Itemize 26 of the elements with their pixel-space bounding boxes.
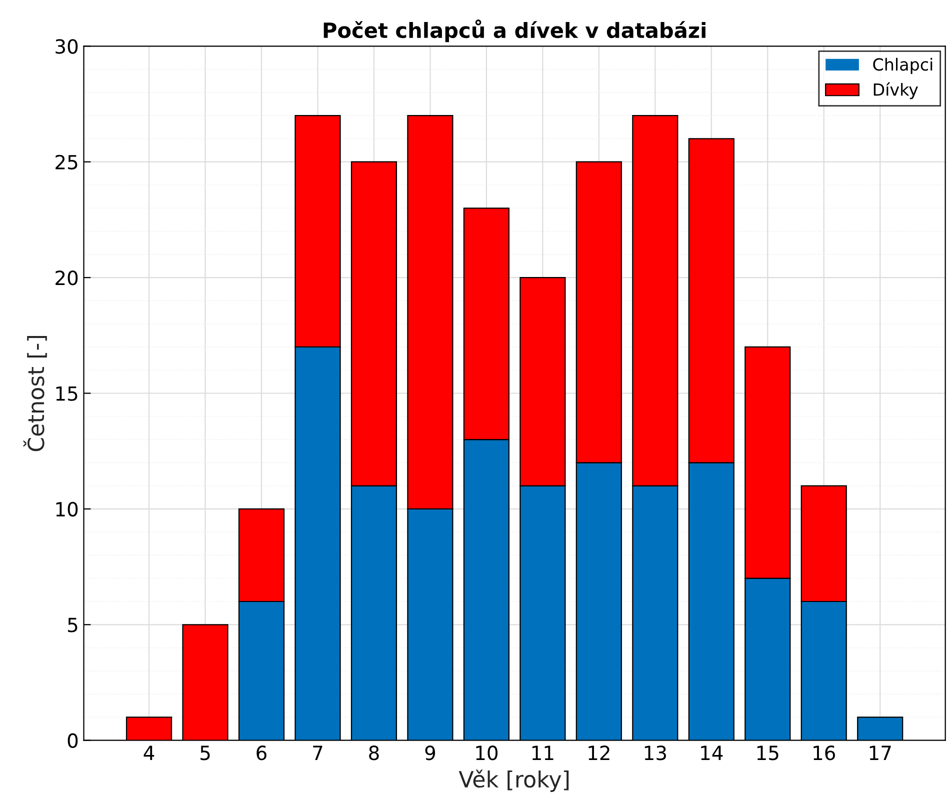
x-tick-label: 9 xyxy=(425,746,436,760)
x-tick-label: 11 xyxy=(532,746,554,760)
x-tick-label: 6 xyxy=(256,746,266,760)
x-tick-label: 17 xyxy=(870,746,891,760)
x-tick-label: 7 xyxy=(313,746,322,760)
x-tick-label: 4 xyxy=(144,746,154,760)
y-axis-title: Četnost [-] xyxy=(23,336,47,452)
y-tick-label: 15 xyxy=(56,386,78,401)
legend-label: Chlapci xyxy=(873,58,932,74)
y-tick-label: 20 xyxy=(56,270,78,286)
y-tick-label: 5 xyxy=(68,618,78,632)
x-tick-label: 15 xyxy=(757,746,778,760)
chart-title: Počet chlapců a dívek v databázi xyxy=(324,20,706,42)
x-axis-title: Věk [roky] xyxy=(458,770,569,792)
y-tick-label: 30 xyxy=(56,39,78,54)
y-tick-label: 0 xyxy=(68,733,78,748)
y-tick-label: 25 xyxy=(56,154,78,170)
x-tick-label: 14 xyxy=(701,746,723,760)
x-tick-label: 8 xyxy=(369,746,379,760)
legend-label: Dívky xyxy=(874,82,918,100)
y-tick-label: 10 xyxy=(56,502,78,517)
x-tick-label: 13 xyxy=(644,746,666,760)
x-tick-label: 12 xyxy=(588,746,610,760)
x-tick-label: 10 xyxy=(476,746,498,760)
x-tick-label: 5 xyxy=(200,746,210,760)
x-tick-label: 16 xyxy=(814,746,836,760)
